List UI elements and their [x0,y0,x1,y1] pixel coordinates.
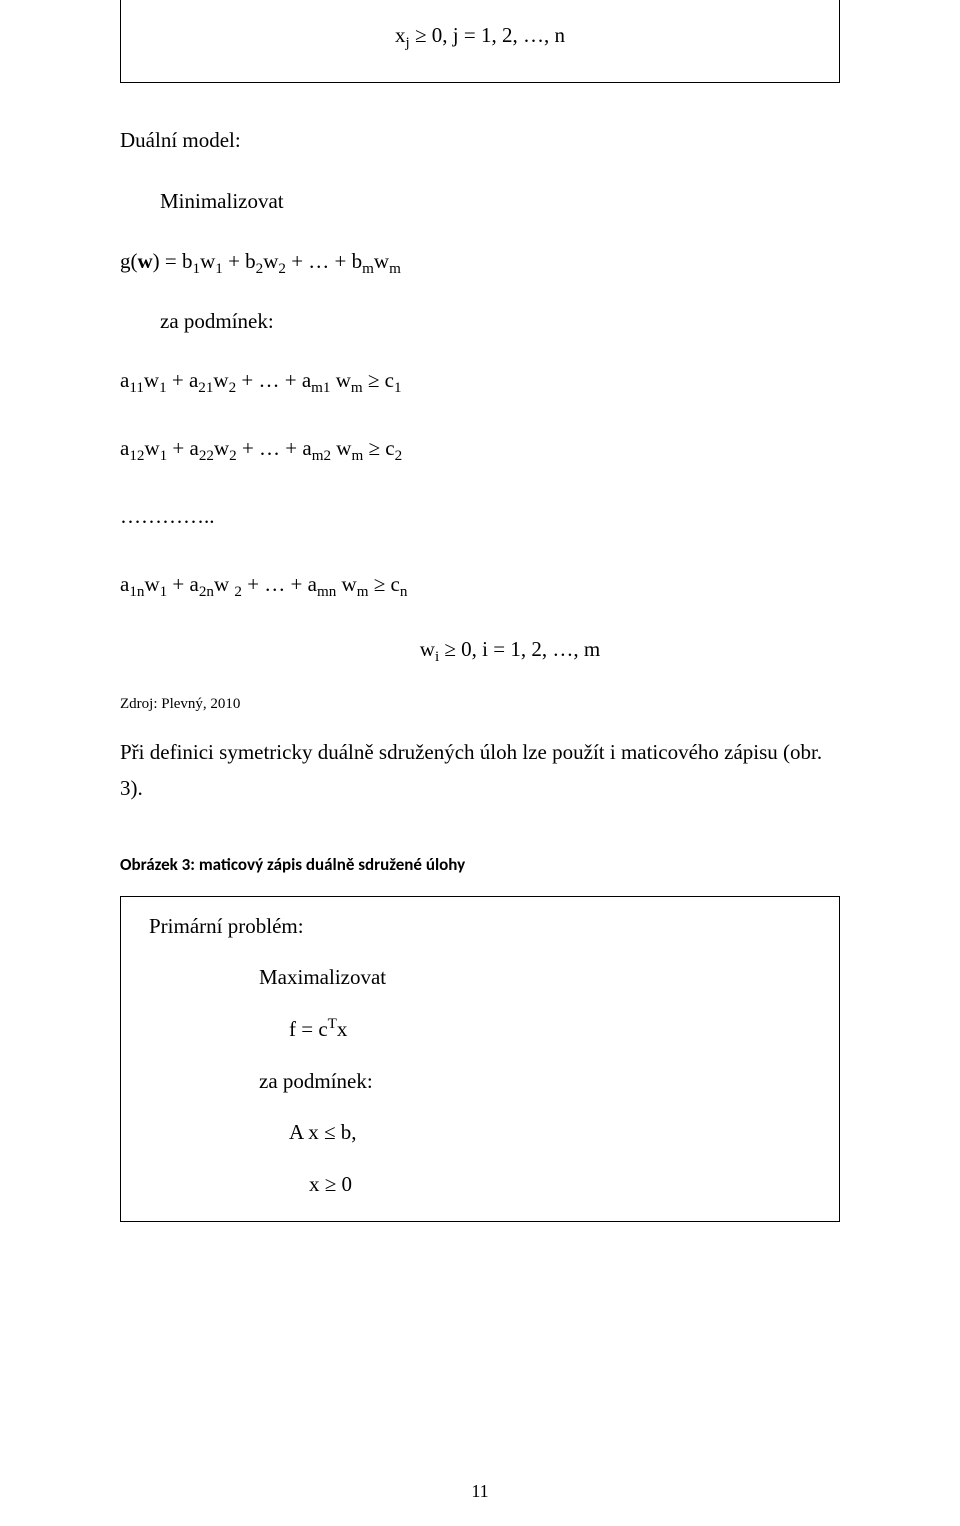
constraint-1: a11w1 + a21w2 + … + am1 wm ≥ c1 [120,363,840,399]
source-citation: Zdroj: Plevný, 2010 [120,692,840,718]
constraint-2: a12w1 + a22w2 + … + am2 wm ≥ c2 [120,431,840,467]
page-number: 11 [0,1476,960,1507]
primal-subject-to: za podmínek: [259,1064,811,1100]
subject-to-label: za podmínek: [160,304,840,340]
primal-problem-box: Primární problém: Maximalizovat f = cTx … [120,896,840,1222]
primal-constraint: A x ≤ b, [289,1115,811,1151]
primal-heading: Primární problém: [149,909,811,945]
dual-model-heading: Duální model: [120,123,840,159]
body-paragraph: Při definici symetricky duálně sdruženýc… [120,735,840,806]
dual-objective: g(w) = b1w1 + b2w2 + … + bmwm [120,244,840,280]
constraint-n: a1nw1 + a2nw 2 + … + amn wm ≥ cn [120,567,840,603]
nonneg-x: xj ≥ 0, j = 1, 2, …, n [149,18,811,54]
minimize-label: Minimalizovat [160,184,840,220]
constraint-dots: ………….. [120,499,840,535]
primal-nonneg: x ≥ 0 [309,1167,811,1203]
nonneg-w: wi ≥ 0, i = 1, 2, …, m [120,632,840,668]
maximize-label: Maximalizovat [259,960,811,996]
figure-caption: Obrázek 3: maticový zápis duálně sdružen… [120,851,840,880]
primal-objective: f = cTx [289,1012,811,1048]
constraint-box-top: xj ≥ 0, j = 1, 2, …, n [120,0,840,83]
